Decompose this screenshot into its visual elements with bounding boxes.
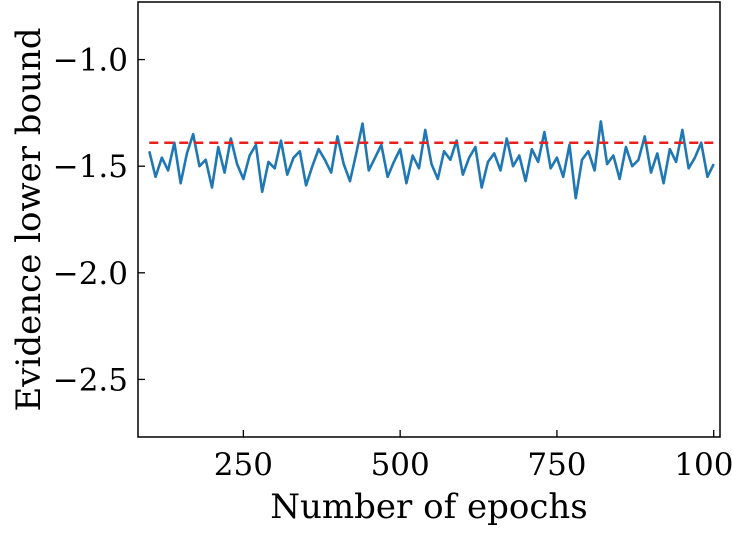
y-axis-label: Evidence lower bound xyxy=(9,27,49,411)
x-axis-label: Number of epochs xyxy=(270,487,587,527)
y-tick-label: −2.0 xyxy=(53,256,128,292)
series-line-0 xyxy=(148,120,715,200)
y-tick-label: −2.5 xyxy=(53,362,128,398)
y-tick-label: −1.0 xyxy=(53,43,128,79)
x-tick-label: 1000 xyxy=(674,447,732,483)
x-tick-label: 250 xyxy=(214,447,273,483)
plot-frame xyxy=(137,1,721,438)
x-tick-label: 500 xyxy=(371,447,430,483)
y-tick-label: −1.5 xyxy=(53,149,128,185)
x-tick-label: 750 xyxy=(527,447,586,483)
